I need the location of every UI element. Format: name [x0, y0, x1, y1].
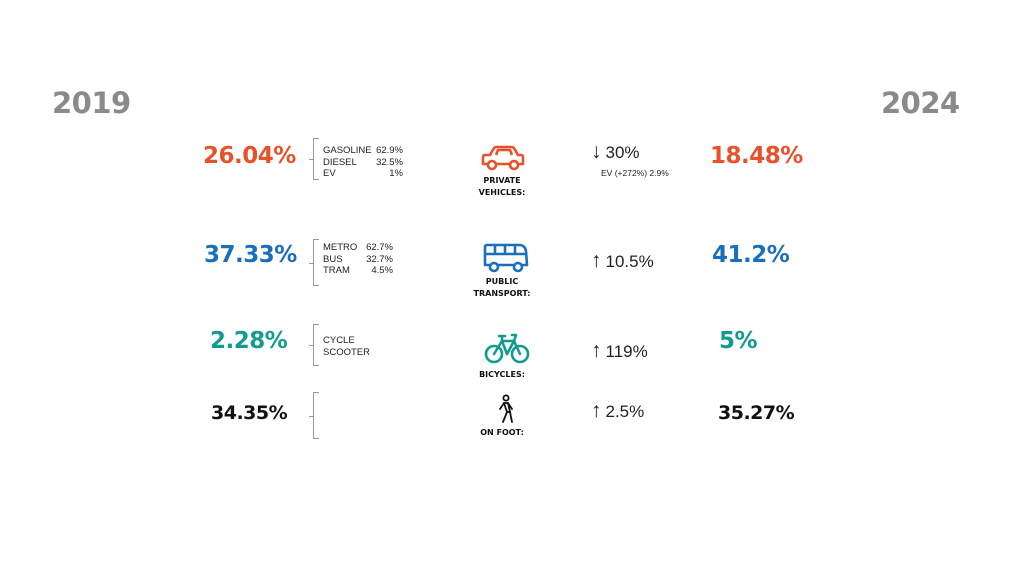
private-change-value: 30% [605, 143, 640, 162]
breakdown-item: SCOOTER [323, 347, 370, 359]
breakdown-name: EV [323, 168, 336, 179]
breakdown-name: CYCLE [323, 335, 355, 346]
bicycles-share-2024: 5% [719, 328, 758, 354]
bicycle-icon [484, 333, 530, 364]
bicycles-change-value: 119% [605, 342, 648, 361]
public-label-line2: TRANSPORT: [473, 289, 531, 298]
breakdown-item: DIESEL 32.5% [323, 156, 403, 169]
breakdown-value: 32.7% [366, 253, 393, 265]
private-breakdown: GASOLINE 62.9% DIESEL 32.5% EV 1% [323, 145, 403, 180]
foot-change-value: 2.5% [605, 402, 645, 421]
private-change: ↓ 30% [591, 140, 640, 164]
public-bracket [309, 239, 319, 286]
breakdown-value: 62.9% [376, 145, 403, 156]
up-arrow-icon: ↑ [591, 399, 602, 422]
private-share-2019: 26.04% [203, 143, 296, 169]
private-bracket [309, 138, 319, 180]
breakdown-item: METRO 62.7% [323, 242, 393, 254]
bus-icon [483, 243, 529, 273]
breakdown-value: 32.5% [376, 156, 403, 168]
bicycles-bracket [309, 324, 319, 366]
pedestrian-icon [499, 394, 513, 423]
breakdown-name: BUS [323, 253, 343, 265]
foot-bracket [309, 392, 319, 439]
car-icon [481, 145, 525, 171]
breakdown-name: METRO [323, 242, 358, 253]
foot-share-2024: 35.27% [718, 402, 795, 424]
breakdown-name: SCOOTER [323, 346, 370, 358]
down-arrow-icon: ↓ [591, 140, 602, 163]
breakdown-item: GASOLINE 62.9% [323, 145, 403, 157]
foot-change: ↑ 2.5% [591, 399, 644, 423]
breakdown-item: BUS 32.7% [323, 253, 393, 266]
breakdown-item: TRAM 4.5% [323, 265, 393, 277]
bicycles-share-2019: 2.28% [210, 328, 288, 354]
foot-label: ON FOOT: [480, 428, 524, 437]
breakdown-value: 1% [389, 168, 403, 179]
up-arrow-icon: ↑ [591, 249, 602, 272]
breakdown-name: TRAM [323, 265, 350, 276]
public-change-value: 10.5% [605, 252, 654, 271]
up-arrow-icon: ↑ [591, 339, 602, 362]
bicycles-change: ↑ 119% [591, 339, 648, 363]
public-change: ↑ 10.5% [591, 249, 654, 273]
breakdown-value: 4.5% [371, 265, 393, 276]
breakdown-name: DIESEL [323, 156, 357, 168]
breakdown-name: GASOLINE [323, 145, 372, 156]
breakdown-item: CYCLE [323, 335, 370, 347]
private-share-2024: 18.48% [710, 143, 803, 169]
foot-share-2019: 34.35% [211, 402, 288, 424]
year-2019: 2019 [52, 86, 131, 120]
breakdown-value: 62.7% [366, 242, 393, 253]
bicycles-breakdown: CYCLE SCOOTER [323, 335, 370, 358]
bicycles-label: BICYCLES: [479, 370, 525, 379]
public-label-line1: PUBLIC [485, 277, 519, 286]
breakdown-item: EV 1% [323, 168, 403, 180]
public-share-2024: 41.2% [712, 242, 790, 268]
private-ev-note: EV (+272%) 2.9% [601, 168, 669, 178]
public-share-2019: 37.33% [204, 242, 297, 268]
private-label: PRIVATE VEHICLES: [462, 175, 542, 199]
public-breakdown: METRO 62.7% BUS 32.7% TRAM 4.5% [323, 242, 393, 277]
private-label-line2: VEHICLES: [478, 188, 526, 197]
public-label: PUBLIC TRANSPORT: [462, 276, 542, 300]
year-2024: 2024 [881, 86, 960, 120]
private-label-line1: PRIVATE [483, 176, 521, 185]
